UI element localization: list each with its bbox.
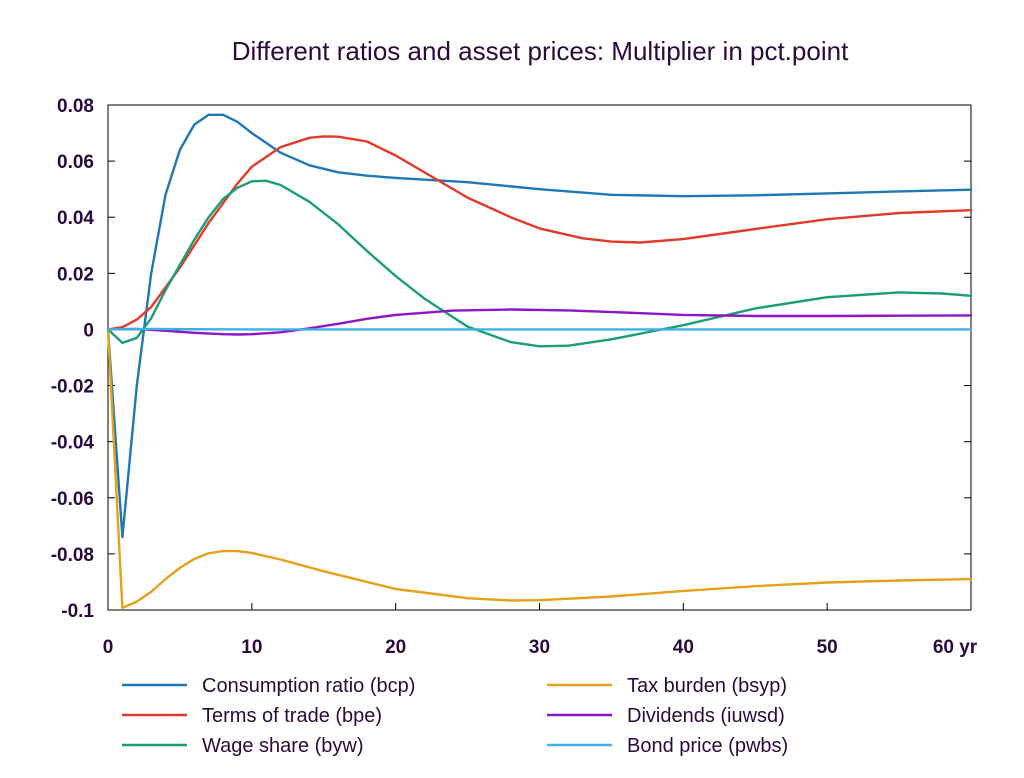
series-line-5 [106, 308, 973, 336]
legend-label: Dividends (iuwsd) [627, 705, 785, 727]
series-line-4 [106, 328, 973, 609]
legend-label: Consumption ratio (bcp) [202, 675, 415, 697]
y-tick-label: -0.04 [51, 433, 95, 454]
series-line-1 [106, 113, 973, 539]
legend-label: Wage share (byw) [202, 735, 364, 757]
y-tick-label: 0.02 [57, 264, 94, 285]
legend: Consumption ratio (bcp) Terms of trade (b… [122, 675, 788, 757]
x-tick-label: 40 [673, 637, 694, 658]
y-tick-label: -0.06 [51, 489, 94, 510]
y-tick-label: -0.02 [51, 377, 94, 398]
x-tick-label: 50 [817, 637, 838, 658]
x-tick-label: 30 [529, 637, 550, 658]
plot-frame [107, 104, 972, 611]
y-tick-label: 0 [83, 320, 94, 341]
series-line-2 [106, 135, 973, 331]
legend-label: Bond price (pwbs) [627, 735, 788, 757]
x-tick-label: 60 yr [933, 637, 978, 658]
plot-area: 0.08 0.06 0.04 0.02 0 -0.02 -0.04 -0.06 -0.08 -0.… [51, 96, 978, 658]
y-tick-label: 0.04 [57, 208, 94, 229]
y-tick-label: -0.08 [51, 545, 94, 566]
chart-title: Different ratios and asset prices: Multi… [232, 36, 849, 66]
series-line-3 [106, 179, 973, 348]
x-tick-label: 20 [385, 637, 406, 658]
y-tick-label: 0.08 [57, 96, 94, 117]
x-tick-label: 0 [103, 637, 114, 658]
y-tick-label: -0.1 [61, 601, 94, 622]
legend-label: Terms of trade (bpe) [202, 705, 382, 727]
y-tick-label: 0.06 [57, 152, 94, 173]
legend-label: Tax burden (bsyp) [627, 675, 787, 697]
series-line-6 [106, 327, 973, 331]
x-tick-label: 10 [241, 637, 262, 658]
